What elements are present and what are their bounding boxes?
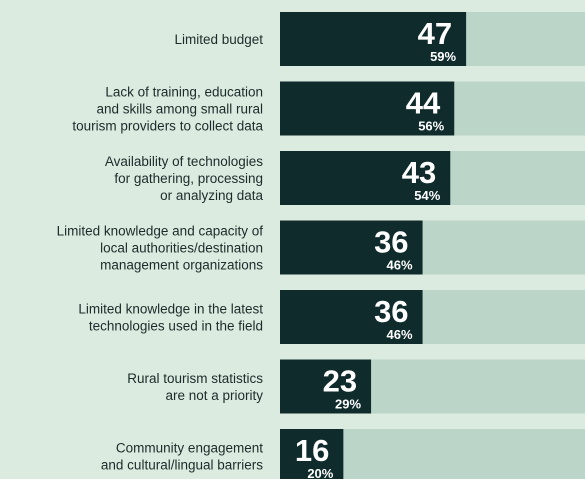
bar-value: 23: [323, 364, 357, 399]
category-label: Limited knowledge in the latest: [78, 302, 263, 317]
bar-value: 47: [418, 16, 452, 51]
category-label: for gathering, processing: [114, 171, 263, 186]
category-label: Community engagement: [116, 441, 263, 456]
bar-percentage: 56%: [418, 119, 444, 134]
bar: [280, 151, 451, 205]
category-label: Rural tourism statistics: [127, 371, 263, 386]
category-label: local authorities/destination: [100, 241, 263, 256]
category-label: Limited budget: [174, 32, 263, 47]
category-label: or analyzing data: [160, 188, 263, 203]
category-label: and cultural/lingual barriers: [101, 458, 263, 473]
category-label: management organizations: [100, 258, 263, 273]
category-label: Limited knowledge and capacity of: [57, 224, 264, 239]
category-label: Lack of training, education: [105, 85, 263, 100]
bar-percentage: 54%: [414, 188, 440, 203]
category-label: are not a priority: [165, 388, 263, 403]
bar-value: 43: [402, 155, 436, 190]
category-label: and skills among small rural: [96, 102, 263, 117]
category-label: tourism providers to collect data: [72, 119, 263, 134]
bar: [280, 220, 423, 275]
category-label: Availability of technologies: [105, 154, 263, 169]
bar-value: 16: [295, 433, 329, 468]
bar-percentage: 20%: [307, 466, 333, 479]
bar-percentage: 46%: [387, 258, 413, 273]
bar: [280, 429, 344, 479]
bar: [280, 359, 372, 414]
bar: [280, 12, 467, 66]
bar-percentage: 46%: [387, 327, 413, 342]
bar-value: 36: [374, 294, 408, 329]
bar-percentage: 59%: [430, 49, 456, 64]
bar-percentage: 29%: [335, 397, 361, 412]
category-label: technologies used in the field: [89, 319, 263, 334]
bar: [280, 81, 455, 136]
bar-value: 36: [374, 225, 408, 260]
bar-value: 44: [406, 86, 441, 121]
bar: [280, 290, 423, 344]
